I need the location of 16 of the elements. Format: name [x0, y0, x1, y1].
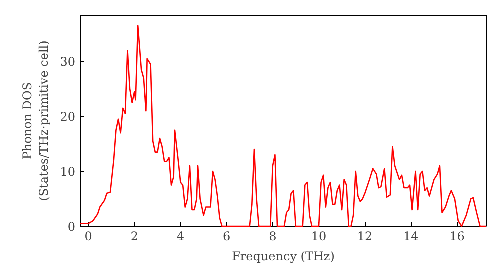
x-tick-label: 14 [404, 230, 420, 244]
x-tick-label: 8 [269, 230, 277, 244]
x-tick-label: 12 [357, 230, 373, 244]
y-tick-label: 20 [60, 110, 76, 124]
y-tick-label: 30 [60, 55, 76, 70]
x-axis-title: Frequency (THz) [232, 250, 335, 264]
y-axis-title: Phonon DOS (States/THz·primitive cell) [20, 40, 52, 202]
x-tick-label: 16 [450, 230, 465, 244]
x-tick-label: 0 [84, 230, 92, 244]
x-tick-label: 4 [176, 230, 185, 244]
x-tick-label: 10 [311, 230, 327, 244]
x-tick-label: 2 [130, 230, 138, 244]
y-tick-label: 10 [60, 165, 76, 180]
x-tick-label: 6 [223, 230, 231, 244]
y-tick-label: 0 [68, 220, 76, 234]
line-series [80, 25, 488, 228]
